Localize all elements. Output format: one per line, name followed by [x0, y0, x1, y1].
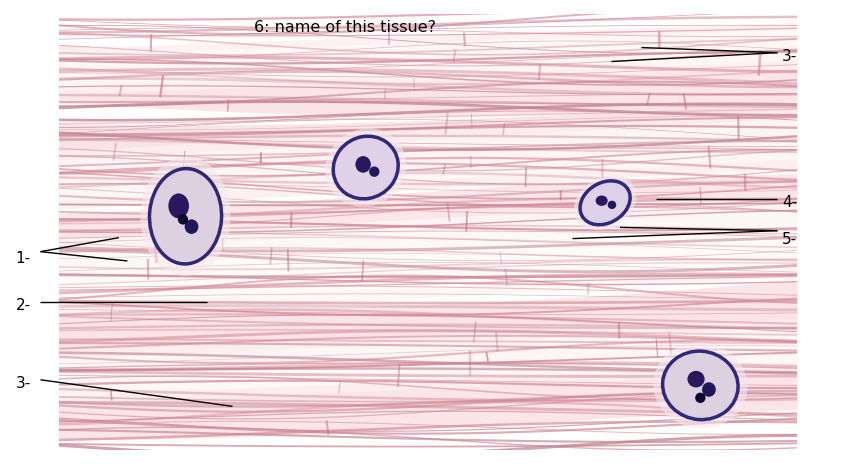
- Text: 3-: 3-: [15, 376, 31, 391]
- Text: 3-: 3-: [782, 49, 797, 64]
- Ellipse shape: [325, 129, 406, 206]
- Ellipse shape: [702, 382, 715, 397]
- Ellipse shape: [608, 201, 616, 209]
- Text: 4-: 4-: [782, 195, 797, 210]
- Ellipse shape: [580, 181, 630, 225]
- Ellipse shape: [140, 157, 231, 276]
- Ellipse shape: [178, 214, 188, 225]
- Ellipse shape: [356, 156, 371, 173]
- Text: 6: name of this tissue?: 6: name of this tissue?: [254, 20, 436, 34]
- Ellipse shape: [573, 175, 636, 230]
- Ellipse shape: [184, 219, 198, 234]
- Ellipse shape: [150, 169, 221, 264]
- Ellipse shape: [663, 351, 738, 420]
- Ellipse shape: [369, 166, 380, 177]
- Text: 2-: 2-: [15, 298, 31, 313]
- Ellipse shape: [695, 393, 705, 403]
- Text: 5-: 5-: [782, 233, 797, 247]
- Ellipse shape: [333, 136, 398, 199]
- Ellipse shape: [596, 196, 608, 206]
- Ellipse shape: [653, 343, 747, 428]
- Ellipse shape: [169, 193, 189, 219]
- Text: 1-: 1-: [15, 251, 31, 266]
- Ellipse shape: [687, 371, 704, 387]
